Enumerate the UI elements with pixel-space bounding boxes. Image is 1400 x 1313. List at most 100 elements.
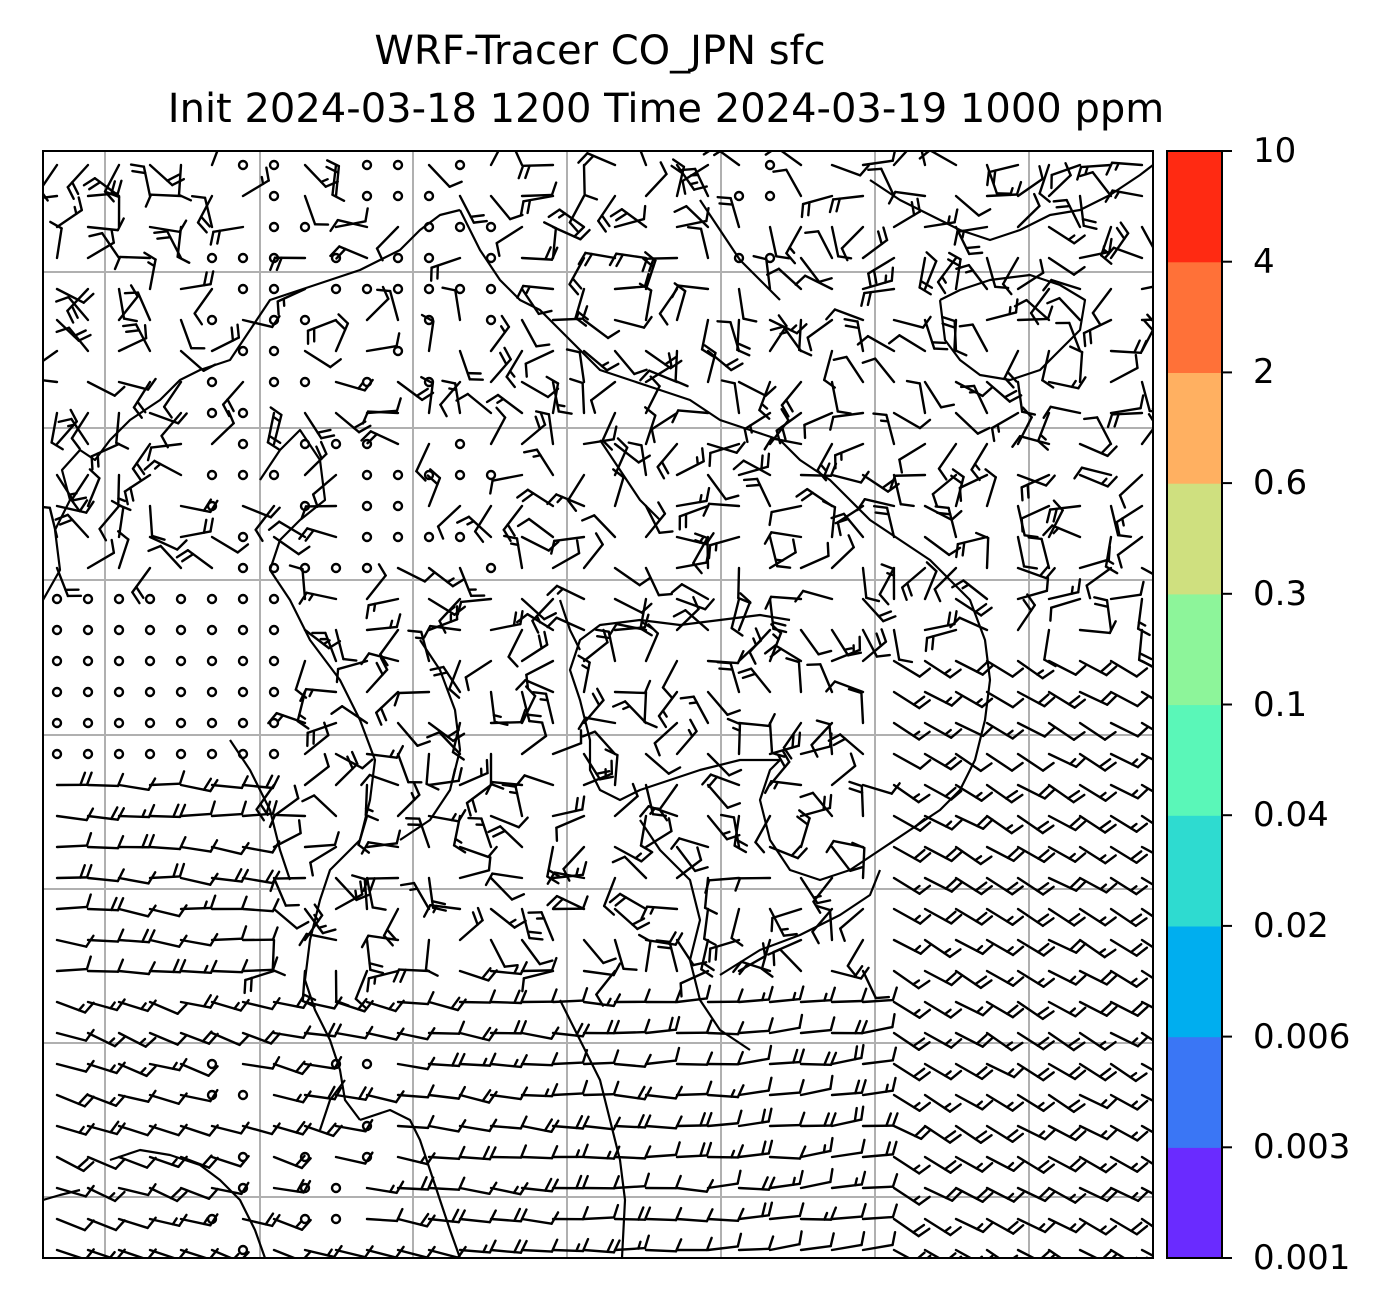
calm-wind-circle [144, 686, 156, 698]
wind-barb [582, 1080, 620, 1097]
wind-barb [88, 231, 121, 260]
wind-barb [334, 880, 364, 911]
wind-barb [1042, 278, 1082, 292]
wind-barb [117, 1031, 157, 1048]
wind-barb [117, 377, 157, 391]
wind-barb [985, 814, 1024, 835]
wind-barb [86, 1155, 126, 1170]
wind-barb [990, 411, 1020, 443]
wind-barb [985, 1155, 1025, 1172]
wind-barb [241, 926, 279, 942]
wind-barb [1078, 194, 1098, 231]
wind-barb [985, 907, 1025, 926]
wind-barb [706, 752, 743, 777]
calm-wind-circle [82, 748, 94, 760]
wind-barb [121, 323, 152, 353]
wind-barb [241, 997, 281, 1011]
wind-barb [861, 151, 897, 167]
wind-barb [55, 1155, 95, 1173]
wind-barb [799, 791, 834, 818]
wind-barb [66, 163, 90, 200]
wind-barb [923, 1124, 962, 1144]
wind-barb [175, 549, 214, 570]
calm-wind-circle [237, 407, 249, 419]
wind-barb [1140, 1248, 1153, 1258]
calm-wind-circle [206, 314, 218, 326]
wind-barb [955, 535, 989, 559]
wind-barb [351, 874, 369, 911]
colorbar-tick-label: 0.02 [1253, 905, 1329, 946]
calm-wind-circle [485, 314, 497, 326]
wind-barb [303, 440, 328, 477]
calm-wind-circle [361, 562, 373, 574]
wind-barb [276, 287, 307, 316]
wind-barb [847, 687, 865, 725]
wind-barb [867, 167, 896, 198]
wind-barb [267, 520, 307, 539]
wind-barb [354, 969, 369, 1009]
wind-barb [1016, 473, 1056, 487]
wind-barb [148, 904, 188, 918]
wind-barb [489, 752, 505, 790]
wind-barb [686, 225, 710, 260]
wind-barb [1140, 285, 1153, 291]
wind-barb [892, 1031, 931, 1051]
wind-barb [300, 504, 338, 520]
calm-wind-circle [268, 624, 280, 636]
wind-barb [1047, 162, 1072, 198]
wind-barb [763, 531, 803, 545]
calm-wind-circle [268, 314, 280, 326]
wind-barb [1016, 969, 1056, 988]
wind-barb [830, 1170, 867, 1190]
wind-barb [840, 225, 865, 262]
calm-wind-circle [237, 345, 249, 357]
wind-barb [608, 252, 648, 268]
wind-barb [1047, 814, 1087, 832]
wind-barb [456, 597, 493, 616]
wind-barb [311, 473, 338, 508]
wind-barb [954, 969, 993, 990]
wind-barb [892, 690, 931, 710]
wind-barb [1047, 907, 1086, 927]
calm-wind-circle [423, 469, 435, 481]
wind-barb [1016, 406, 1033, 446]
wind-barb [737, 1139, 774, 1159]
wind-barb [1016, 907, 1055, 928]
wind-barb [361, 410, 400, 425]
wind-barb [582, 938, 617, 965]
wind-barb [985, 1000, 1025, 1019]
wind-barb [519, 194, 555, 216]
calm-wind-circle [206, 686, 218, 698]
wind-barb [50, 411, 64, 451]
wind-barb [924, 628, 958, 653]
wind-barb [116, 530, 130, 570]
wind-barb [55, 1217, 95, 1232]
wind-barb [737, 1107, 773, 1128]
wind-barb [427, 566, 466, 588]
wind-barb [426, 468, 442, 508]
wind-barb [627, 441, 648, 477]
wind-barb [303, 194, 330, 226]
wind-barb [555, 814, 586, 842]
wind-barb [520, 907, 544, 941]
wind-barb [951, 579, 989, 601]
wind-barb [830, 1230, 866, 1252]
wind-barb [644, 752, 682, 775]
wind-barb [566, 473, 586, 512]
wind-barb [892, 938, 932, 955]
wind-barb [644, 566, 673, 597]
wind-barb [1016, 752, 1055, 772]
wind-barb [365, 1090, 405, 1104]
wind-barb [1078, 1031, 1117, 1051]
wind-barb [720, 379, 741, 415]
wind-barb [535, 410, 555, 446]
wind-barb [520, 690, 544, 724]
wind-barb [1105, 161, 1144, 176]
coastline-segment [558, 599, 581, 651]
wind-barb [334, 750, 359, 787]
wind-barb [675, 1141, 713, 1159]
calm-wind-circle [237, 717, 249, 729]
wind-barb [830, 512, 865, 539]
wind-barb [985, 783, 1024, 804]
